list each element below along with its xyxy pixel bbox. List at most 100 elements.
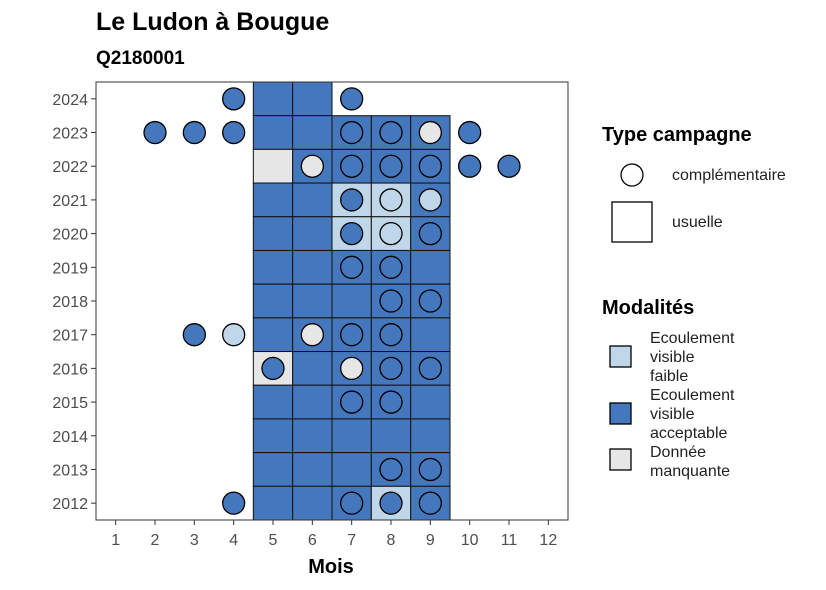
x-tick-label-1: 1	[111, 532, 120, 549]
y-tick-label-2021: 2021	[52, 193, 88, 210]
point-2013-8	[379, 457, 403, 482]
point-2022-7	[340, 154, 364, 178]
point-2022-11	[497, 154, 521, 178]
legend-label-faible-line-1: Ecoulement	[650, 330, 735, 347]
tile-2014-5	[252, 418, 294, 454]
tile-2019-9	[410, 249, 451, 285]
legend-swatch-faible	[609, 345, 632, 368]
tile-2016-6	[292, 351, 333, 386]
tile-2021-5	[252, 182, 294, 218]
point-2018-9	[418, 289, 442, 313]
x-tick-label-6: 6	[308, 532, 317, 549]
point-2016-9	[418, 356, 442, 381]
tile-2019-5	[252, 249, 294, 285]
tile-2013-7	[331, 452, 372, 487]
x-tick-label-9: 9	[426, 532, 435, 549]
x-axis-title: Mois	[308, 556, 354, 578]
tile-2023-5	[252, 115, 294, 150]
y-tick-label-2019: 2019	[52, 260, 88, 277]
tile-2012-6	[292, 485, 333, 521]
point-2021-7	[340, 188, 364, 212]
tile-2014-8	[370, 418, 412, 454]
point-2023-4	[222, 120, 246, 145]
legend-label-manquante-line-1: Donnée	[650, 444, 706, 461]
point-2013-9	[418, 457, 442, 482]
point-2023-9	[418, 120, 442, 145]
y-tick-label-2013: 2013	[52, 462, 88, 479]
legend-swatch-manquante	[609, 448, 632, 471]
y-tick-label-2018: 2018	[52, 294, 88, 311]
point-2023-3	[182, 120, 206, 145]
tile-2018-7	[331, 283, 372, 319]
tile-2015-5	[252, 384, 294, 420]
legend-key-usuelle	[611, 201, 653, 243]
point-2020-8	[379, 221, 403, 246]
chart-subtitle: Q2180001	[96, 48, 185, 69]
x-tick-label-11: 11	[501, 532, 518, 549]
point-2012-9	[418, 491, 442, 515]
tile-2022-5	[252, 148, 294, 184]
legend: Type campagne complémentaire usuelle Modali…	[602, 124, 786, 480]
legend-label-faible-line-3: faible	[650, 368, 688, 385]
tile-2014-7	[331, 418, 372, 454]
complementaire-points	[143, 87, 521, 515]
y-tick-label-2014: 2014	[52, 429, 88, 446]
legend-label-acceptable-line-1: Ecoulement	[650, 387, 735, 404]
legend-label-manquante-line-2: manquante	[650, 463, 730, 480]
legend-label-complementaire: complémentaire	[672, 167, 786, 184]
y-tick-label-2016: 2016	[52, 361, 88, 378]
tile-2021-6	[292, 182, 333, 218]
point-2015-8	[379, 390, 403, 414]
point-2022-8	[379, 154, 403, 178]
point-2012-4	[222, 491, 246, 515]
y-axis: 2012 2013 2014 2015 2016 2017 2018 2019 2020 2021…	[52, 92, 96, 513]
x-tick-label-5: 5	[269, 532, 278, 549]
point-2023-2	[143, 120, 167, 145]
point-2024-7	[340, 87, 364, 111]
x-tick-label-8: 8	[387, 532, 396, 549]
tile-2024-6	[292, 81, 333, 117]
chart-title: Le Ludon à Bougue	[96, 8, 329, 36]
y-tick-label-2024: 2024	[52, 92, 88, 109]
tile-2020-6	[292, 216, 333, 251]
legend-swatch-acceptable	[609, 402, 632, 425]
point-2017-4	[222, 323, 246, 347]
point-2017-3	[182, 323, 206, 347]
tile-2014-6	[292, 418, 333, 454]
point-2020-7	[340, 221, 364, 246]
x-tick-label-7: 7	[347, 532, 356, 549]
point-2016-5	[261, 356, 285, 381]
tile-2018-6	[292, 283, 333, 319]
y-tick-label-2023: 2023	[52, 126, 88, 143]
tile-2013-5	[252, 452, 294, 487]
tile-2017-5	[252, 317, 294, 353]
point-2012-7	[340, 491, 364, 515]
tile-2023-6	[292, 115, 333, 150]
point-2023-8	[379, 120, 403, 145]
tile-2015-6	[292, 384, 333, 420]
x-tick-label-12: 12	[539, 532, 557, 549]
point-2012-8	[379, 491, 403, 515]
point-2024-4	[222, 87, 246, 111]
tile-2015-9	[410, 384, 451, 420]
point-2021-8	[379, 188, 403, 212]
legend-key-complementaire	[620, 163, 644, 187]
tile-2018-5	[252, 283, 294, 319]
tile-2017-9	[410, 317, 451, 353]
y-tick-label-2020: 2020	[52, 227, 88, 244]
point-2019-8	[379, 255, 403, 279]
y-tick-label-2022: 2022	[52, 159, 88, 176]
point-2017-6	[300, 323, 324, 347]
point-2023-10	[458, 120, 482, 145]
x-axis: 1 2 3 4 5 6 7 8 9 10 11 12	[111, 520, 557, 549]
tile-2013-6	[292, 452, 333, 487]
y-tick-label-2012: 2012	[52, 496, 88, 513]
x-tick-label-10: 10	[461, 532, 479, 549]
legend-label-acceptable-line-2: visible	[650, 406, 695, 423]
point-2016-7	[340, 356, 364, 381]
legend-title-type-campagne: Type campagne	[602, 124, 752, 146]
legend-title-modalites: Modalités	[602, 297, 694, 319]
legend-label-usuelle: usuelle	[672, 214, 723, 231]
point-2023-7	[340, 120, 364, 145]
